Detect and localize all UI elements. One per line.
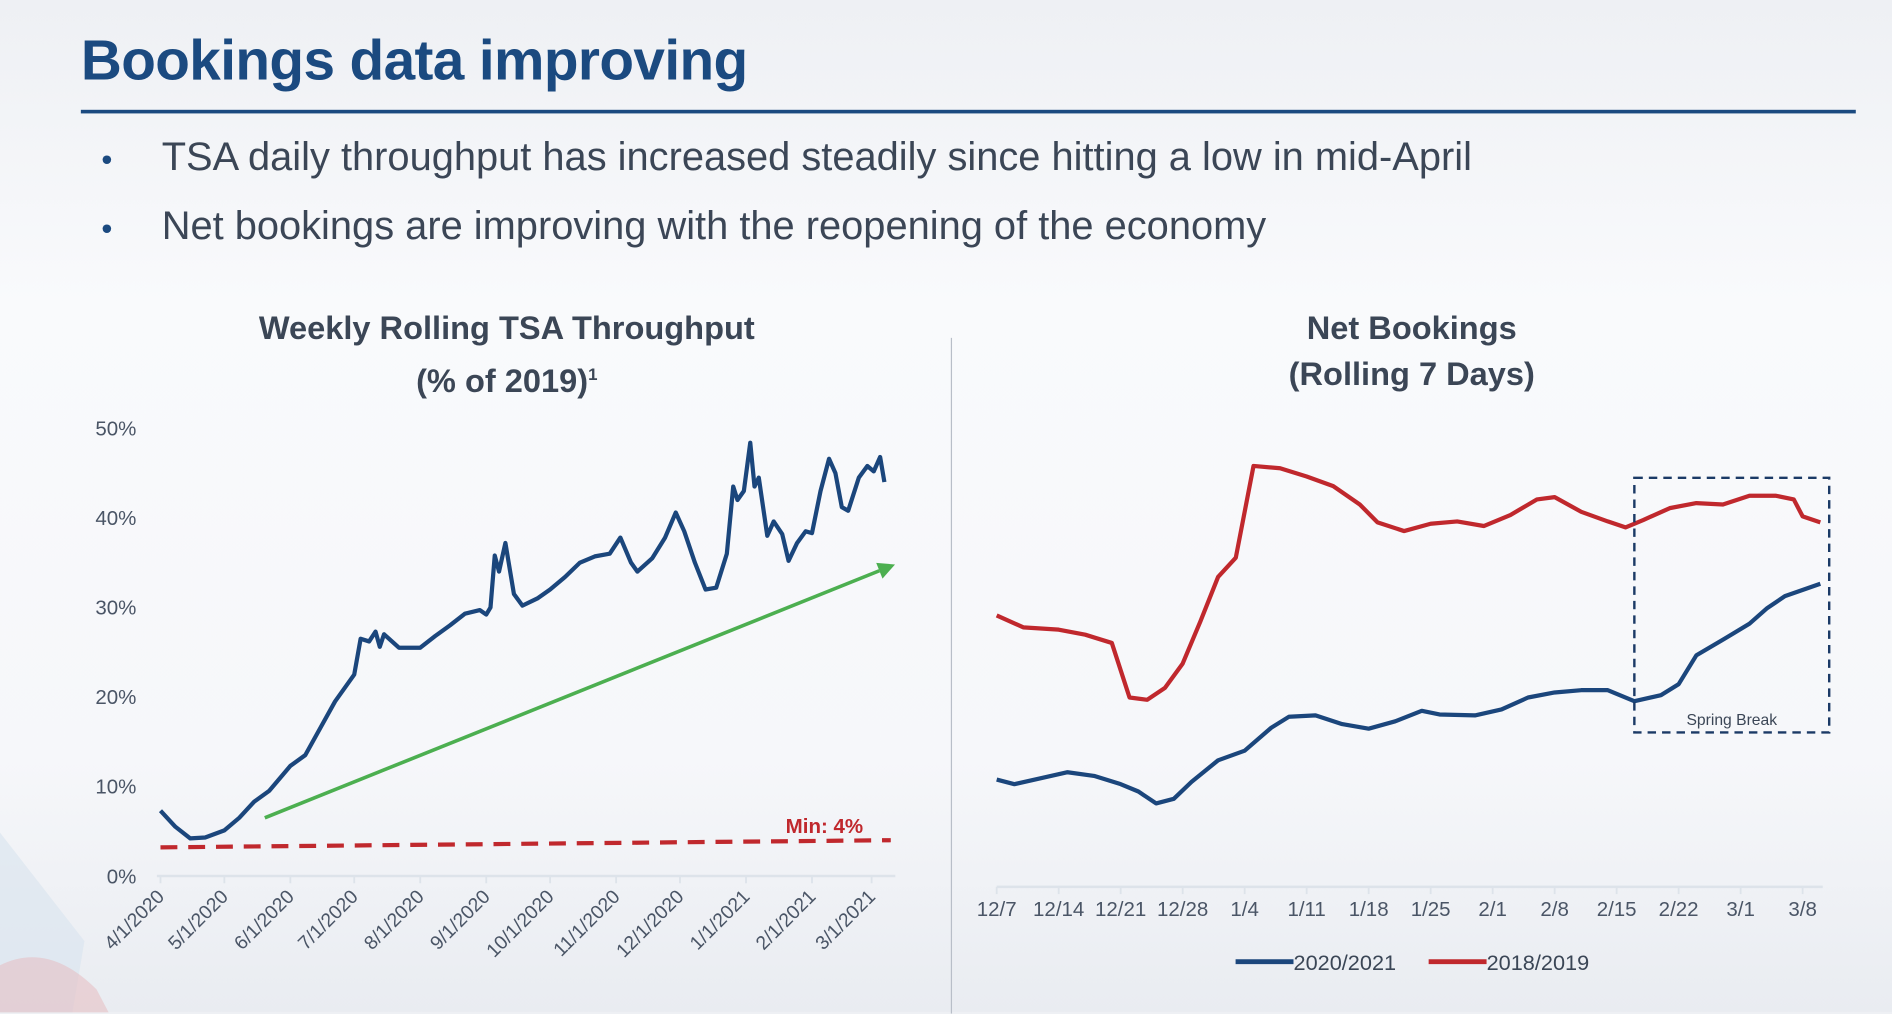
title-underline <box>80 109 1856 114</box>
y-tick-label: 20% <box>95 686 136 709</box>
chart-title-line2: (Rolling 7 Days) <box>1288 355 1535 393</box>
spring-break-label: Spring Break <box>1686 712 1777 729</box>
y-tick-label: 10% <box>95 776 136 799</box>
x-tick-label: 12/7 <box>977 898 1017 921</box>
chart-title-line1: Net Bookings <box>1306 310 1517 347</box>
spring-break-box <box>1633 476 1831 734</box>
chart-divider <box>950 337 953 1014</box>
bullet-dot-icon: • <box>101 140 113 178</box>
bullet-1: • TSA daily throughput has increased stea… <box>101 134 1472 180</box>
brand-logo-fragment <box>0 832 109 1013</box>
x-tick-label: 2/22 <box>1659 898 1699 921</box>
bullet-text: Net bookings are improving with the reop… <box>161 202 1267 248</box>
y-tick-label: 40% <box>95 507 136 530</box>
trend-arrow-line <box>264 569 881 820</box>
chart-subtitle: (% of 2019) <box>416 363 589 400</box>
series-line-2018-2019 <box>995 463 1822 702</box>
page-title: Bookings data improving <box>80 27 748 92</box>
x-tick-label: 3/1 <box>1726 898 1755 921</box>
y-tick-label: 0% <box>107 865 137 888</box>
bookings-chart-title: Net Bookings (Rolling 7 Days) <box>1062 305 1762 397</box>
x-tick-label: 1/4 <box>1230 898 1259 921</box>
x-tick-label: 1/11 <box>1287 898 1325 921</box>
x-tick-label: 2/8 <box>1540 898 1569 921</box>
tsa-chart-title: Weekly Rolling TSA Throughput (% of 2019… <box>157 305 857 404</box>
x-tick-label: 12/28 <box>1157 898 1208 921</box>
bullet-dot-icon: • <box>101 209 113 246</box>
y-tick-label: 30% <box>95 597 136 620</box>
legend-label: 2018/2019 <box>1487 950 1590 975</box>
bullet-text: TSA daily throughput has increased stead… <box>161 133 1472 179</box>
trend-arrow-head-icon <box>876 562 896 579</box>
x-tick-label: 3/8 <box>1788 898 1817 921</box>
y-tick-label: 50% <box>95 418 136 441</box>
chart-title-line2: (% of 2019)1 <box>157 351 857 404</box>
x-tick-label: 2/1 <box>1478 898 1507 921</box>
min-dashed-line <box>160 838 891 850</box>
series-line-2020-2021 <box>996 581 1822 806</box>
chart-title-line1: Weekly Rolling TSA Throughput <box>258 310 755 347</box>
bullet-2: • Net bookings are improving with the reo… <box>101 203 1266 249</box>
x-tick-label: 12/14 <box>1033 898 1084 921</box>
x-tick-label: 1/25 <box>1411 898 1451 921</box>
legend-label: 2020/2021 <box>1294 950 1397 975</box>
footnote-marker: 1 <box>588 364 598 384</box>
x-tick-label: 12/21 <box>1095 898 1146 921</box>
x-tick-label: 1/18 <box>1349 898 1389 921</box>
min-label: Min: 4% <box>786 815 863 838</box>
x-tick-label: 2/15 <box>1597 898 1637 921</box>
tsa-throughput-line <box>158 440 887 841</box>
